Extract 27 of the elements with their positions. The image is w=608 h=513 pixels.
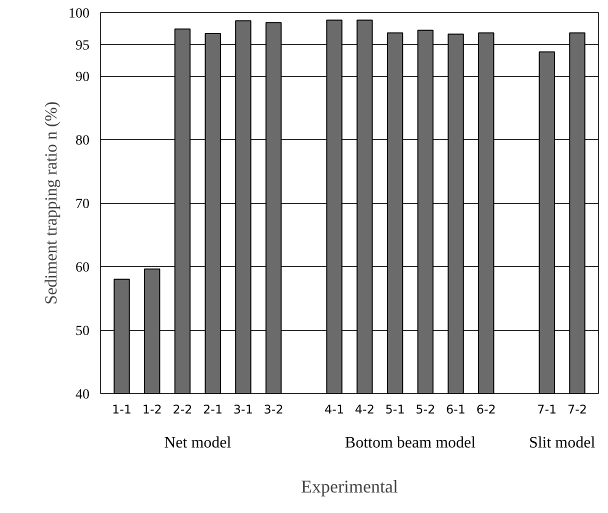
x-tick-label: 2-2: [172, 402, 192, 416]
y-tick-label: 80: [76, 134, 90, 148]
x-axis-title: Experimental: [301, 476, 398, 496]
x-tick-label: 6-2: [476, 402, 496, 416]
x-tick-label: 7-2: [567, 402, 588, 416]
x-tick-label: 4-1: [324, 402, 344, 416]
x-tick-label: 1-1: [112, 402, 132, 416]
y-tick-label: 60: [76, 260, 90, 276]
text: Bottom beam model: [344, 434, 476, 452]
x-tick-label: 5-1: [385, 402, 405, 416]
y-tick-label: 70: [76, 197, 90, 212]
x-tick-label: 3-1: [233, 402, 254, 416]
y-tick-label: 40: [76, 388, 90, 402]
x-tick-label: 1-2: [142, 402, 162, 416]
x-tick-label: 5-2: [416, 402, 436, 416]
x-tick-label: 3-2: [264, 402, 284, 416]
y-tick-label: 50: [76, 324, 90, 339]
y-axis-title: Sediment trapping ratio n (%): [42, 101, 60, 304]
x-tick-label: 7-1: [537, 402, 557, 416]
text: Slit model: [528, 434, 596, 452]
y-tick-label: 100: [68, 6, 90, 22]
x-tick-label: 2-1: [203, 402, 223, 416]
y-tick-label: 90: [76, 70, 90, 85]
x-tick-label: 6-1: [446, 402, 466, 416]
text: Net model: [164, 434, 232, 452]
y-tick-label: 95: [76, 38, 90, 54]
x-tick-label: 4-2: [354, 402, 374, 416]
